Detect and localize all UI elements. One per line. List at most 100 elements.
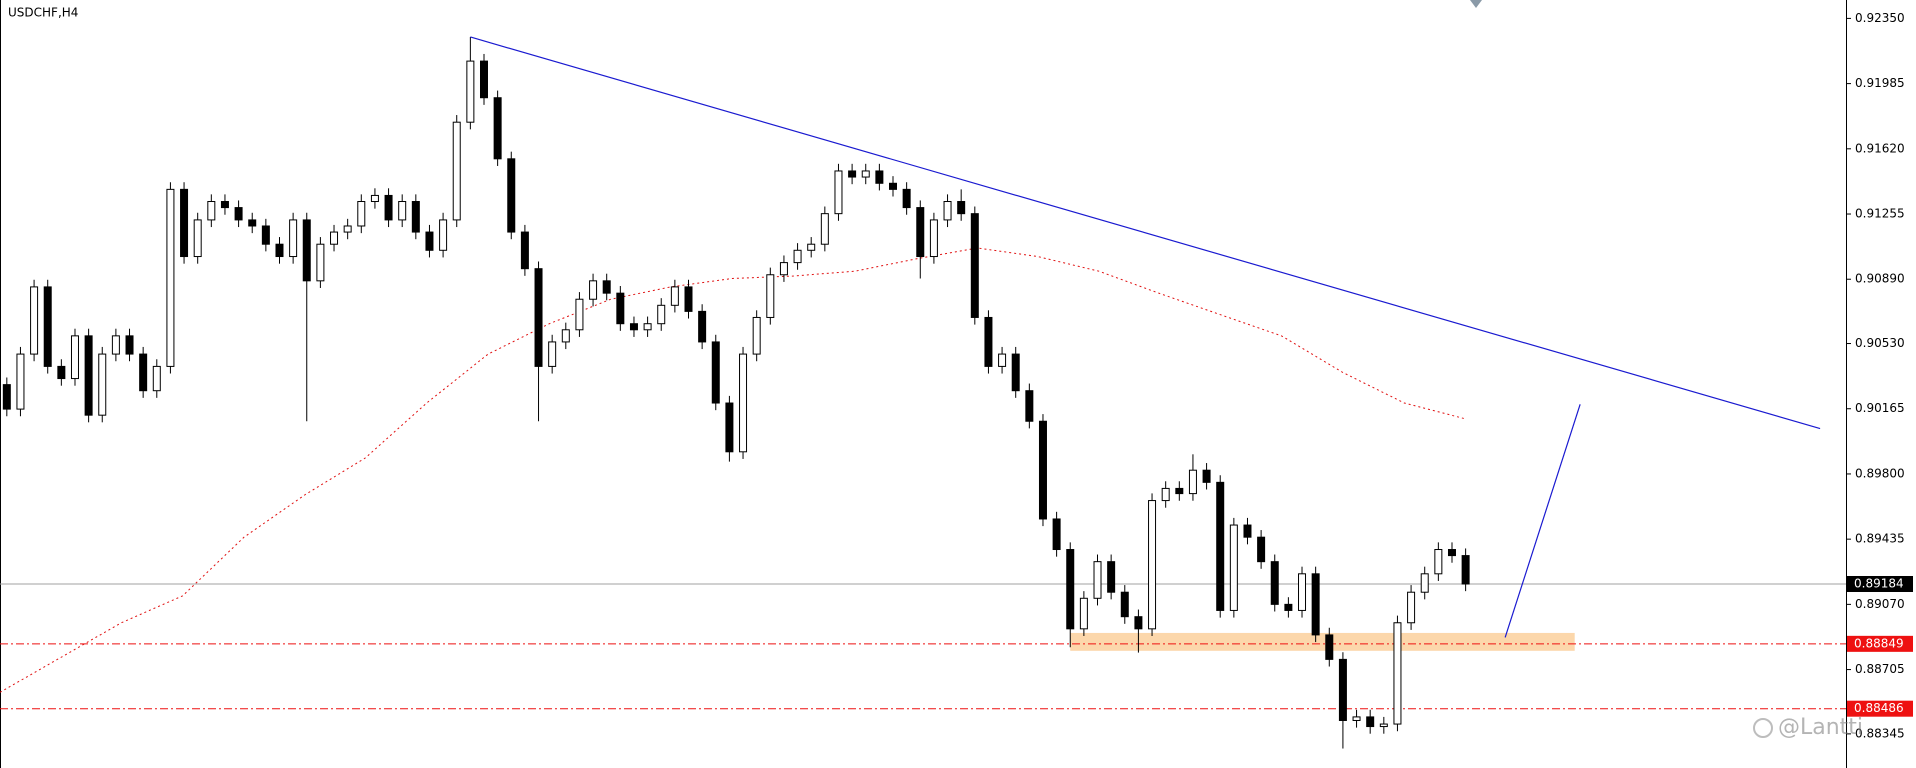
candle-body [875,170,884,184]
candle-body [1420,573,1429,593]
candle-body [534,268,543,367]
y-tick-label: 0.91985 [1855,76,1905,90]
y-tick-label: 0.90530 [1855,336,1905,350]
candle-body [289,219,298,258]
candle-body [84,335,93,416]
candle-body [1257,536,1266,563]
y-tick-label: 0.90165 [1855,401,1905,415]
candle-body [548,341,557,367]
candle-body [807,243,816,251]
price-label-bg [1847,700,1913,717]
candle-body [302,219,311,282]
candle-body [166,188,175,367]
candle-body [2,384,11,410]
candle-body [330,231,339,245]
trendline [1504,404,1581,638]
candle-body [70,335,79,380]
y-tick-label: 0.88705 [1855,662,1905,676]
candle-body [16,353,25,410]
candle-body [357,201,366,227]
candle-body [384,194,393,221]
candle-body [1066,549,1075,630]
candle-body [439,219,448,251]
candle-body [1243,524,1252,538]
candle-body [1107,561,1116,593]
candle-body [793,249,802,264]
candle-body [766,274,775,318]
candle-body [1161,487,1170,502]
y-tick-label: 0.91255 [1855,207,1905,221]
candle-body [752,316,761,355]
price-label-bg [1847,575,1913,592]
candle-body [261,225,270,245]
candle-body [1461,555,1470,585]
candle-body [902,188,911,209]
candle-body [275,243,284,258]
candle-body [411,201,420,233]
candle-body [957,201,966,215]
candle-body [820,213,829,245]
candle-body [398,201,407,221]
candle-body [834,170,843,215]
candle-body [602,280,611,294]
y-tick-label: 0.89070 [1855,597,1905,611]
candle-body [493,97,502,160]
candle-body [1229,524,1238,611]
candle-body [1011,353,1020,392]
candle-body [466,60,475,123]
candle-body [207,201,216,221]
chart-title: USDCHF,H4 [8,6,78,20]
candle-body [1025,390,1034,422]
candle-body [1366,716,1375,728]
candle-body [657,304,666,325]
candle-body [589,280,598,300]
candle-body [739,353,748,453]
candle-body [1338,658,1347,721]
candle-body [180,188,189,258]
candle-body [152,365,161,392]
candle-body [1079,597,1088,630]
candle-body [943,201,952,221]
candle-body [1379,723,1388,728]
support-zone [1070,632,1575,651]
candle-body [929,219,938,258]
candle-body [125,335,134,355]
candle-body [1447,549,1456,557]
y-tick-label: 0.92350 [1855,11,1905,25]
shift-marker [1470,0,1482,8]
moving-average [0,247,1466,693]
candle-body [916,207,925,258]
candle-body [1120,591,1129,618]
candle-body [684,286,693,312]
candle-body [670,286,679,306]
price-label: 0.88849 [1854,636,1904,650]
candle-body [1093,561,1102,599]
watermark-text: @Lantti [1778,715,1863,740]
candle-body [1284,603,1293,611]
candle-body [1407,591,1416,624]
y-tick-label: 0.89435 [1855,532,1905,546]
candle-body [1134,616,1143,630]
candle-body [1148,500,1157,630]
candle-body [998,353,1007,367]
candle-body [370,194,379,203]
candle-body [616,292,625,325]
trendline [470,36,1821,430]
candle-body [1434,549,1443,575]
candle-body [561,329,570,343]
watermark-logo [1753,718,1773,738]
candle-body [1216,481,1225,611]
candle-body [57,365,66,380]
candle-body [1393,622,1402,725]
candle-body [1352,716,1361,721]
y-tick-label: 0.91620 [1855,141,1905,155]
candle-body [425,231,434,251]
candle-body [479,60,488,99]
price-label-bg [1847,635,1913,652]
candle-body [234,207,243,221]
watermark: @Lantti [1753,715,1863,740]
candle-body [984,316,993,367]
candle-body [1311,573,1320,636]
